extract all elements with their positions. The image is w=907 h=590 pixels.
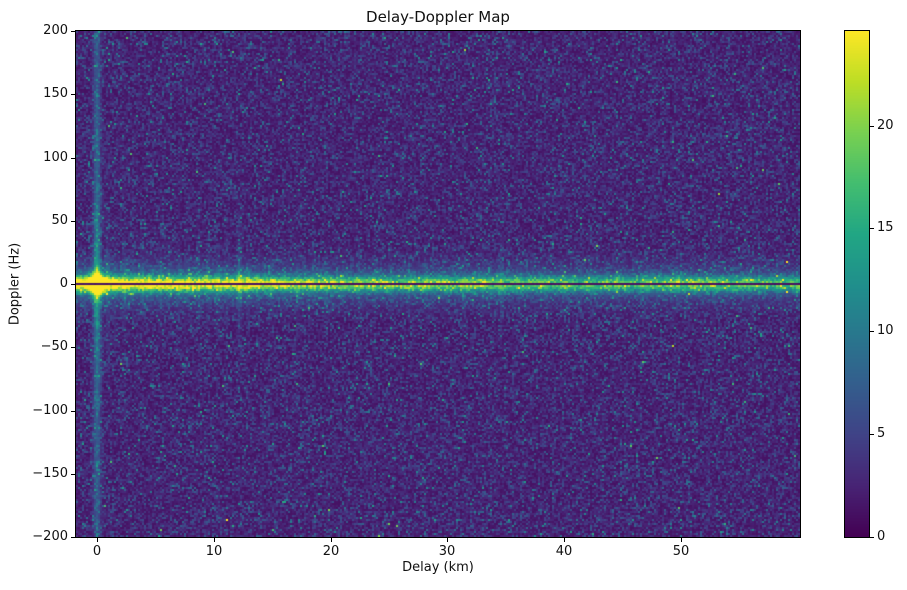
x-tick-mark <box>447 538 448 542</box>
colorbar-tick-mark <box>870 537 874 538</box>
x-tick-label: 0 <box>92 544 102 559</box>
colorbar-tick-mark <box>870 331 874 332</box>
colorbar-tick-label: 10 <box>877 323 894 338</box>
colorbar-tick-label: 20 <box>877 118 894 133</box>
chart-title: Delay-Doppler Map <box>366 8 510 26</box>
colorbar-canvas <box>845 31 869 537</box>
colorbar-tick-label: 15 <box>877 220 894 235</box>
x-tick-label: 40 <box>555 544 573 559</box>
colorbar-tick-mark <box>870 434 874 435</box>
x-tick-label: 20 <box>322 544 340 559</box>
x-axis-label: Delay (km) <box>402 560 474 575</box>
x-tick-label: 30 <box>438 544 456 559</box>
colorbar <box>844 30 870 538</box>
colorbar-tick-mark <box>870 228 874 229</box>
x-tick-mark <box>564 538 565 542</box>
x-tick-mark <box>214 538 215 542</box>
plot-area <box>75 30 801 538</box>
colorbar-tick-label: 0 <box>877 529 886 544</box>
x-tick-mark <box>97 538 98 542</box>
y-tick-label: 200 <box>43 23 68 38</box>
x-tick-label: 10 <box>205 544 223 559</box>
y-tick-mark <box>71 347 75 348</box>
x-tick-mark <box>331 538 332 542</box>
y-tick-mark <box>71 158 75 159</box>
y-tick-label: 0 <box>59 276 68 291</box>
y-tick-label: 100 <box>43 150 68 165</box>
x-tick-label: 50 <box>672 544 690 559</box>
y-tick-label: −150 <box>32 466 68 481</box>
y-tick-mark <box>71 31 75 32</box>
y-tick-mark <box>71 411 75 412</box>
y-tick-label: −200 <box>32 529 68 544</box>
y-tick-label: 50 <box>51 213 68 228</box>
y-tick-label: −100 <box>32 403 68 418</box>
y-tick-mark <box>71 284 75 285</box>
y-tick-mark <box>71 94 75 95</box>
y-tick-mark <box>71 474 75 475</box>
colorbar-tick-label: 5 <box>877 426 886 441</box>
x-tick-mark <box>681 538 682 542</box>
heatmap-canvas <box>76 31 800 537</box>
colorbar-tick-mark <box>870 126 874 127</box>
y-tick-label: −50 <box>40 339 68 354</box>
y-tick-label: 150 <box>43 86 68 101</box>
y-tick-mark <box>71 537 75 538</box>
y-tick-mark <box>71 221 75 222</box>
